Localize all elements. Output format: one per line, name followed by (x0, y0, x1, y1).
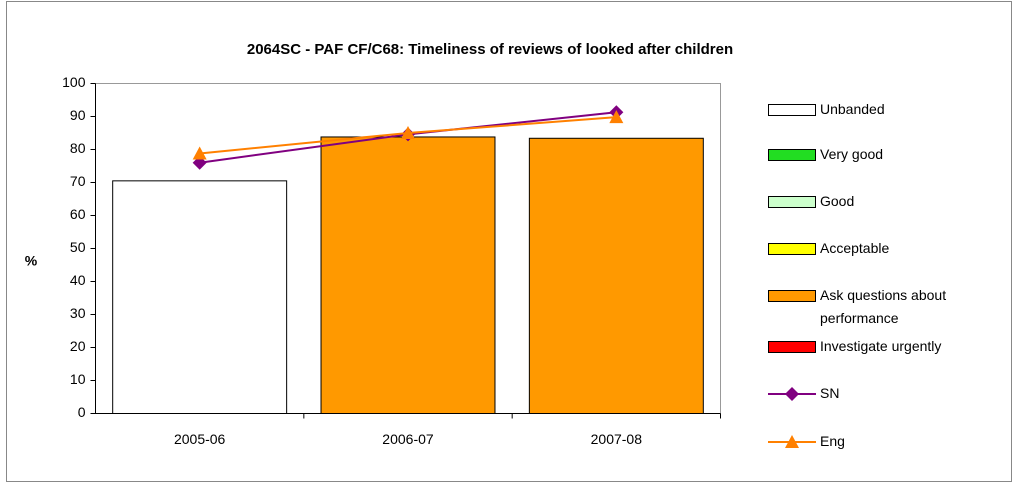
legend-label: Very good (820, 146, 884, 162)
y-tick-label: 40 (70, 272, 86, 288)
y-tick-label: 100 (62, 74, 86, 90)
legend-swatch (768, 104, 816, 116)
y-tick-label: 30 (70, 305, 86, 321)
y-axis-label: % (25, 253, 38, 269)
line-marker (785, 387, 799, 401)
y-tick-label: 70 (70, 173, 86, 189)
legend-label: Acceptable (820, 240, 890, 256)
y-tick-label: 90 (70, 107, 86, 123)
legend-swatch (768, 341, 816, 353)
bar (320, 136, 496, 415)
line-marker (401, 126, 415, 139)
bar (528, 137, 704, 414)
y-tick-label: 60 (70, 206, 86, 222)
chart-title: 2064SC - PAF CF/C68: Timeliness of revie… (247, 41, 733, 58)
line-marker (609, 110, 624, 124)
bar (112, 180, 288, 414)
legend-label: Unbanded (820, 101, 885, 117)
legend-label: Eng (820, 433, 845, 449)
y-tick-label: 0 (78, 404, 86, 420)
legend-label: Good (820, 193, 855, 209)
line-marker (192, 146, 207, 160)
legend-swatch (768, 196, 816, 208)
y-tick-label: 20 (70, 338, 86, 354)
legend-label: SN (820, 385, 840, 401)
x-tick-label: 2007-08 (591, 431, 643, 447)
y-tick-label: 10 (70, 371, 86, 387)
legend-swatch (768, 290, 816, 302)
y-tick-label: 80 (70, 140, 86, 156)
legend-label: Investigate urgently (820, 338, 942, 354)
y-tick-label: 50 (70, 239, 86, 255)
x-tick-label: 2005-06 (174, 431, 226, 447)
legend-swatch (768, 149, 816, 161)
line-marker (785, 435, 799, 448)
x-tick-label: 2006-07 (382, 431, 434, 447)
legend-label: Ask questions about performance (820, 287, 947, 326)
legend-swatch (768, 243, 816, 255)
